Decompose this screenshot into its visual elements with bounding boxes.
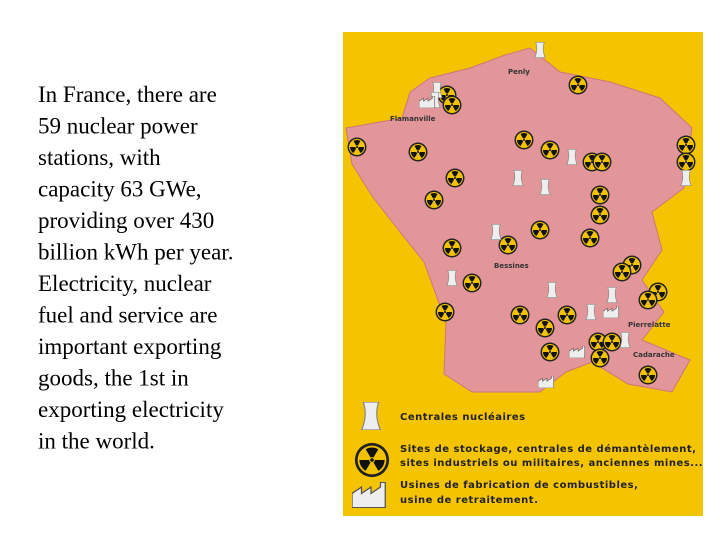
radiation-icon: [462, 273, 482, 293]
radiation-icon: [602, 332, 622, 352]
text-line: exporting electricity: [38, 397, 224, 422]
text-line: stations, with: [38, 145, 161, 170]
radiation-icon: [442, 95, 462, 115]
radiation-icon: [557, 305, 577, 325]
radiation-icon: [676, 152, 696, 172]
text-line: Electricity, nuclear: [38, 271, 212, 296]
radiation-icon: [514, 130, 534, 150]
radiation-icon: [638, 290, 658, 310]
radiation-icon: [535, 318, 555, 338]
legend-text: Usines de fabrication de combustibles,: [400, 480, 638, 491]
legend-icon: [354, 442, 390, 478]
legend-text: Sites de stockage, centrales de démantèl…: [400, 443, 696, 455]
text-line: capacity 63 GWe,: [38, 177, 202, 202]
text-line: In France, there are: [38, 82, 217, 107]
radiation-icon: [510, 305, 530, 325]
text-line: in the world.: [38, 429, 155, 454]
radiation-icon: [568, 75, 588, 95]
radiation-icon: [540, 342, 560, 362]
legend-text: sites industriels ou militaires, ancienn…: [400, 458, 703, 469]
radiation-icon: [676, 135, 696, 155]
body-text: In France, there are 59 nuclear power stat…: [38, 82, 233, 454]
radiation-icon: [638, 365, 658, 385]
legend-text: Centrales nucléaires: [400, 411, 526, 423]
text-line: fuel and service are: [38, 303, 217, 328]
radiation-icon: [590, 185, 610, 205]
radiation-icon: [408, 142, 428, 162]
radiation-icon: [498, 235, 518, 255]
place-label: Bessines: [494, 262, 529, 270]
legend-text: usine de retraitement.: [400, 495, 538, 506]
place-label: Cadarache: [633, 351, 675, 359]
radiation-icon: [435, 302, 455, 322]
place-label: Pierrelatte: [628, 321, 671, 329]
text-line: important exporting: [38, 334, 222, 359]
radiation-icon: [580, 228, 600, 248]
radiation-icon: [424, 190, 444, 210]
radiation-icon: [442, 238, 462, 258]
radiation-icon: [347, 137, 367, 157]
radiation-icon: [590, 205, 610, 225]
france-map: [345, 47, 693, 393]
text-line: 59 nuclear power: [38, 114, 198, 139]
place-label: Penly: [508, 68, 530, 76]
radiation-icon: [592, 152, 612, 172]
text-line: providing over 430: [38, 208, 214, 233]
radiation-icon: [590, 348, 610, 368]
radiation-icon: [612, 262, 632, 282]
text-line: billion kWh per year.: [38, 240, 233, 265]
text-line: goods, the 1st in: [38, 366, 189, 391]
radiation-icon: [445, 168, 465, 188]
place-label: Flamanville: [390, 115, 436, 123]
radiation-icon: [540, 140, 560, 160]
radiation-icon: [530, 220, 550, 240]
